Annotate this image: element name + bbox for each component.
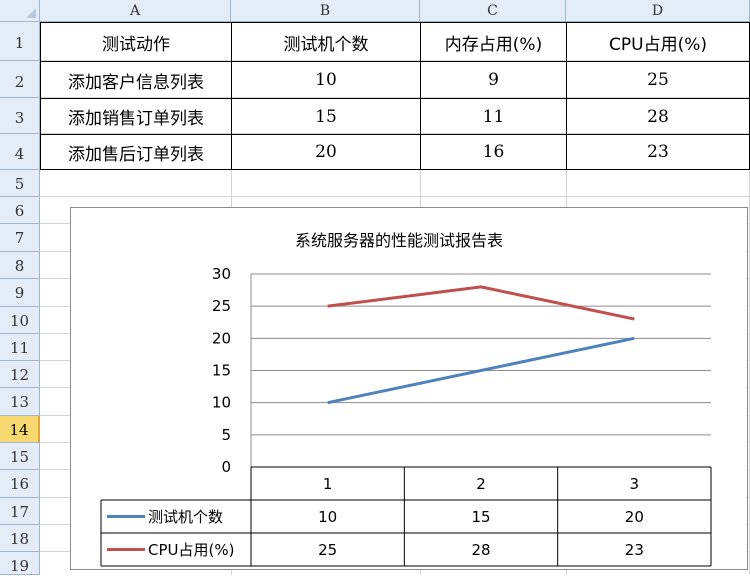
table-cell[interactable]: 9: [421, 62, 567, 99]
table-cell[interactable]: 10: [232, 62, 421, 99]
legend-label: 测试机个数: [148, 508, 223, 526]
series-line: [328, 287, 635, 319]
data-label: 15: [471, 508, 490, 526]
legend-label: CPU占用(%): [148, 541, 234, 559]
table-cell[interactable]: 20: [232, 135, 421, 170]
table-cell[interactable]: 添加客户信息列表: [41, 62, 232, 99]
x-tick-label: 1: [323, 475, 333, 493]
table-cell[interactable]: 23: [567, 135, 750, 170]
table-header-action[interactable]: 测试动作: [41, 23, 232, 62]
table-cell[interactable]: 16: [421, 135, 567, 170]
y-tick-label: 0: [221, 458, 231, 476]
x-tick-label: 2: [476, 475, 486, 493]
table-cell[interactable]: 11: [421, 99, 567, 135]
chart-title: 系统服务器的性能测试报告表: [295, 231, 503, 250]
y-tick-label: 20: [212, 329, 231, 347]
data-label: 28: [471, 541, 490, 559]
y-tick-label: 10: [212, 394, 231, 412]
table-cell[interactable]: 添加销售订单列表: [41, 99, 232, 135]
row-header-1[interactable]: 1: [0, 22, 40, 61]
row-header-14-active[interactable]: 14: [0, 416, 40, 443]
row-header-5[interactable]: 5: [0, 170, 40, 197]
table-cell[interactable]: 28: [567, 99, 750, 135]
table-cell[interactable]: 15: [232, 99, 421, 135]
grid-line: [40, 196, 750, 197]
row-header-13[interactable]: 13: [0, 388, 40, 416]
y-tick-label: 25: [212, 297, 231, 315]
row-header-10[interactable]: 10: [0, 307, 40, 334]
row-header-7[interactable]: 7: [0, 224, 40, 252]
column-header-a[interactable]: A: [40, 0, 231, 22]
column-header-d[interactable]: D: [566, 0, 750, 22]
column-header-b[interactable]: B: [231, 0, 420, 22]
row-header-11[interactable]: 11: [0, 334, 40, 361]
row-header-18[interactable]: 18: [0, 525, 40, 552]
row-header-15[interactable]: 15: [0, 443, 40, 470]
y-tick-label: 15: [212, 362, 231, 380]
data-label: 20: [625, 508, 644, 526]
y-tick-label: 30: [212, 265, 231, 283]
row-header-9[interactable]: 9: [0, 279, 40, 307]
row-header-8[interactable]: 8: [0, 252, 40, 279]
column-header-c[interactable]: C: [420, 0, 566, 22]
row-header-3[interactable]: 3: [0, 98, 40, 134]
row-header-2[interactable]: 2: [0, 61, 40, 98]
data-table: 测试动作 测试机个数 内存占用(%) CPU占用(%) 添加客户信息列表 10 …: [40, 22, 750, 170]
row-header-19[interactable]: 19: [0, 552, 40, 575]
row-header-12[interactable]: 12: [0, 361, 40, 388]
table-cell[interactable]: 25: [567, 62, 750, 99]
row-header-6[interactable]: 6: [0, 197, 40, 224]
y-tick-label: 5: [221, 426, 231, 444]
data-label: 25: [318, 541, 337, 559]
x-tick-label: 3: [630, 475, 640, 493]
table-header-memory[interactable]: 内存占用(%): [421, 23, 567, 62]
row-header-4[interactable]: 4: [0, 134, 40, 170]
table-header-machines[interactable]: 测试机个数: [232, 23, 421, 62]
row-header-16[interactable]: 16: [0, 470, 40, 498]
select-all-button[interactable]: [0, 0, 40, 22]
table-cell[interactable]: 添加售后订单列表: [41, 135, 232, 170]
table-header-cpu[interactable]: CPU占用(%): [567, 23, 750, 62]
data-label: 10: [318, 508, 337, 526]
data-label: 23: [625, 541, 644, 559]
row-header-17[interactable]: 17: [0, 498, 40, 525]
